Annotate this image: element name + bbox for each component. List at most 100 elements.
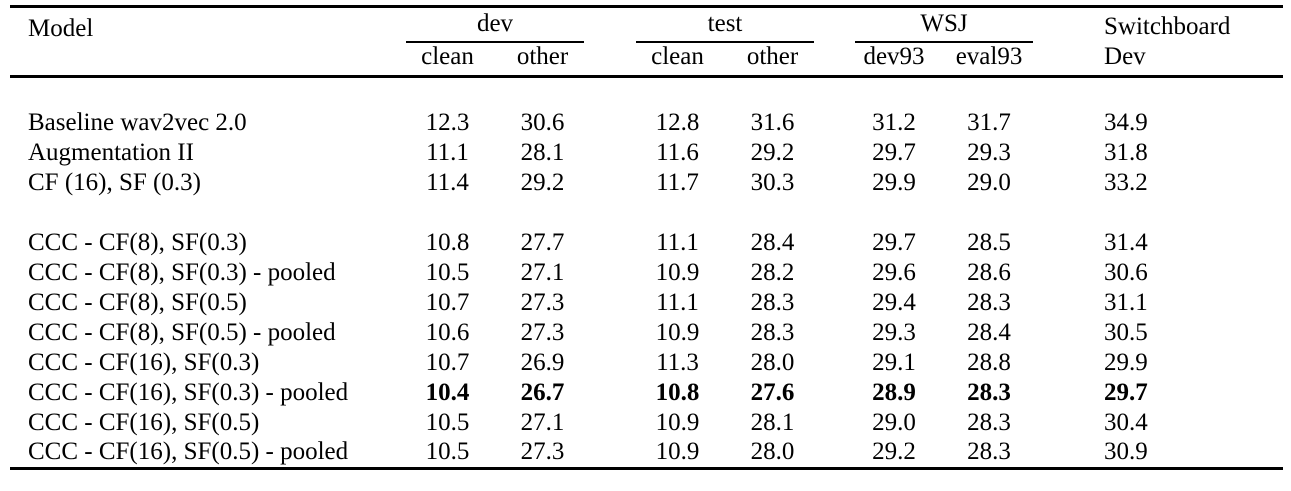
model-cell: CCC - CF(16), SF(0.3) [28, 349, 260, 376]
value-cell-dev-other: 27.3 [520, 438, 565, 466]
value-cell-dev-other: 27.1 [520, 409, 565, 436]
model-cell: CCC - CF(8), SF(0.3) - pooled [28, 259, 336, 286]
value-cell-wsj-dev93: 28.9 [872, 379, 916, 406]
table-row: CCC - CF(8), SF(0.3) - pooled 10.5 27.1 … [10, 258, 1283, 288]
paper-table-container: Model dev test WSJ Switchboard clean oth… [10, 5, 1291, 470]
value-cell-dev-other: 27.1 [520, 259, 565, 286]
subheader-test-other: other [725, 42, 821, 78]
value-cell-wsj-dev93: 29.2 [872, 438, 916, 466]
model-cell: CCC - CF(16), SF(0.3) - pooled [28, 379, 349, 406]
column-header-switchboard: Switchboard [1104, 12, 1231, 40]
table-row: Augmentation II 11.1 28.1 11.6 29.2 29.7… [10, 138, 1283, 168]
value-cell-dev-clean: 10.7 [425, 349, 470, 376]
value-cell-switchboard: 30.9 [1104, 438, 1148, 466]
group-label-dev: dev [406, 10, 585, 43]
value-cell-test-clean: 11.1 [656, 229, 699, 256]
spacer-row [10, 198, 1283, 228]
value-cell-switchboard: 31.4 [1104, 229, 1148, 256]
value-cell-dev-other: 27.7 [520, 229, 565, 256]
model-cell: CCC - CF(8), SF(0.3) [28, 229, 247, 256]
column-group-test: test [630, 7, 820, 43]
value-cell-dev-clean: 11.1 [426, 139, 469, 166]
value-cell-wsj-eval93: 28.3 [967, 409, 1011, 436]
column-gap [1039, 6, 1105, 78]
value-cell-test-other: 31.6 [750, 109, 795, 136]
table-row: CCC - CF(8), SF(0.5) - pooled 10.6 27.3 … [10, 318, 1283, 348]
subheader-switchboard-dev: Dev [1104, 42, 1284, 78]
subheader-wsj-dev93: dev93 [849, 42, 940, 78]
value-cell-dev-other: 28.1 [520, 139, 565, 166]
value-cell-test-clean: 11.1 [656, 289, 699, 316]
value-cell-test-other: 28.3 [750, 319, 795, 346]
value-cell-test-clean: 11.7 [656, 169, 699, 196]
value-cell-dev-clean: 10.5 [425, 438, 470, 466]
results-table: Model dev test WSJ Switchboard clean oth… [10, 5, 1284, 470]
value-cell-wsj-eval93: 31.7 [967, 109, 1011, 136]
value-cell-test-other: 28.1 [750, 409, 795, 436]
value-cell-wsj-eval93: 28.4 [967, 319, 1011, 346]
value-cell-wsj-dev93: 29.7 [872, 229, 916, 256]
value-cell-test-other: 28.4 [750, 229, 795, 256]
value-cell-wsj-eval93: 28.8 [967, 349, 1011, 376]
model-cell: Augmentation II [28, 139, 194, 166]
spacer-row [10, 76, 1283, 108]
value-cell-wsj-eval93: 28.3 [967, 379, 1011, 406]
value-cell-wsj-dev93: 29.0 [872, 409, 916, 436]
table-row: CCC - CF(16), SF(0.3) 10.7 26.9 11.3 28.… [10, 348, 1283, 378]
value-cell-test-clean: 10.9 [655, 438, 700, 466]
value-cell-test-clean: 11.3 [656, 349, 699, 376]
value-cell-switchboard: 30.5 [1104, 319, 1148, 346]
value-cell-dev-other: 26.7 [520, 379, 565, 406]
value-cell-test-other: 27.6 [750, 379, 795, 406]
value-cell-switchboard: 31.8 [1104, 139, 1148, 166]
value-cell-dev-clean: 10.5 [425, 409, 470, 436]
value-cell-dev-clean: 12.3 [425, 109, 470, 136]
table-row: CCC - CF(8), SF(0.5) 10.7 27.3 11.1 28.3… [10, 288, 1283, 318]
subheader-dev-clean: clean [400, 42, 495, 78]
subheader-wsj-eval93: eval93 [939, 42, 1040, 78]
table-row-best: CCC - CF(16), SF(0.3) - pooled 10.4 26.7… [10, 378, 1283, 408]
value-cell-test-other: 28.2 [750, 259, 795, 286]
value-cell-dev-other: 26.9 [520, 349, 565, 376]
value-cell-test-other: 28.0 [750, 438, 795, 466]
column-group-dev: dev [400, 7, 590, 43]
value-cell-dev-other: 29.2 [520, 169, 565, 196]
model-cell: CCC - CF(8), SF(0.5) - pooled [28, 319, 336, 346]
value-cell-test-clean: 10.9 [655, 319, 700, 346]
value-cell-test-other: 29.2 [750, 139, 795, 166]
column-group-wsj: WSJ [849, 7, 1039, 43]
column-gap [820, 6, 850, 78]
table-row: CF (16), SF (0.3) 11.4 29.2 11.7 30.3 29… [10, 168, 1283, 198]
value-cell-dev-other: 27.3 [520, 289, 565, 316]
table-row: CCC - CF(16), SF(0.5) - pooled 10.5 27.3… [10, 438, 1283, 468]
value-cell-dev-clean: 10.6 [425, 319, 470, 346]
value-cell-wsj-eval93: 28.3 [967, 289, 1011, 316]
value-cell-switchboard: 33.2 [1104, 169, 1148, 196]
table-row: CCC - CF(16), SF(0.5) 10.5 27.1 10.9 28.… [10, 408, 1283, 438]
value-cell-test-clean: 11.6 [656, 139, 699, 166]
value-cell-test-clean: 10.8 [655, 379, 700, 406]
value-cell-dev-other: 27.3 [520, 319, 565, 346]
model-cell: CCC - CF(8), SF(0.5) [28, 289, 247, 316]
value-cell-test-clean: 10.9 [655, 259, 700, 286]
value-cell-wsj-eval93: 29.0 [967, 169, 1011, 196]
subheader-dev-other: other [495, 42, 591, 78]
value-cell-wsj-dev93: 29.9 [872, 169, 916, 196]
value-cell-wsj-dev93: 29.7 [872, 139, 916, 166]
value-cell-switchboard: 30.4 [1104, 409, 1148, 436]
model-cell: CCC - CF(16), SF(0.5) - pooled [28, 438, 349, 466]
value-cell-switchboard: 31.1 [1104, 289, 1148, 316]
header-row-subcolumns: clean other clean other dev93 eval93 Dev [10, 42, 1284, 78]
column-gap [590, 6, 631, 78]
value-cell-switchboard: 29.9 [1104, 349, 1148, 376]
value-cell-dev-clean: 10.5 [425, 259, 470, 286]
value-cell-dev-clean: 11.4 [426, 169, 469, 196]
value-cell-wsj-eval93: 29.3 [967, 139, 1011, 166]
value-cell-switchboard: 29.7 [1104, 379, 1148, 406]
subheader-test-clean: clean [630, 42, 726, 78]
column-header-model: Model [10, 6, 400, 78]
value-cell-test-other: 30.3 [750, 169, 795, 196]
value-cell-wsj-dev93: 29.6 [872, 259, 916, 286]
model-cell: CF (16), SF (0.3) [28, 169, 201, 196]
value-cell-test-clean: 12.8 [655, 109, 700, 136]
